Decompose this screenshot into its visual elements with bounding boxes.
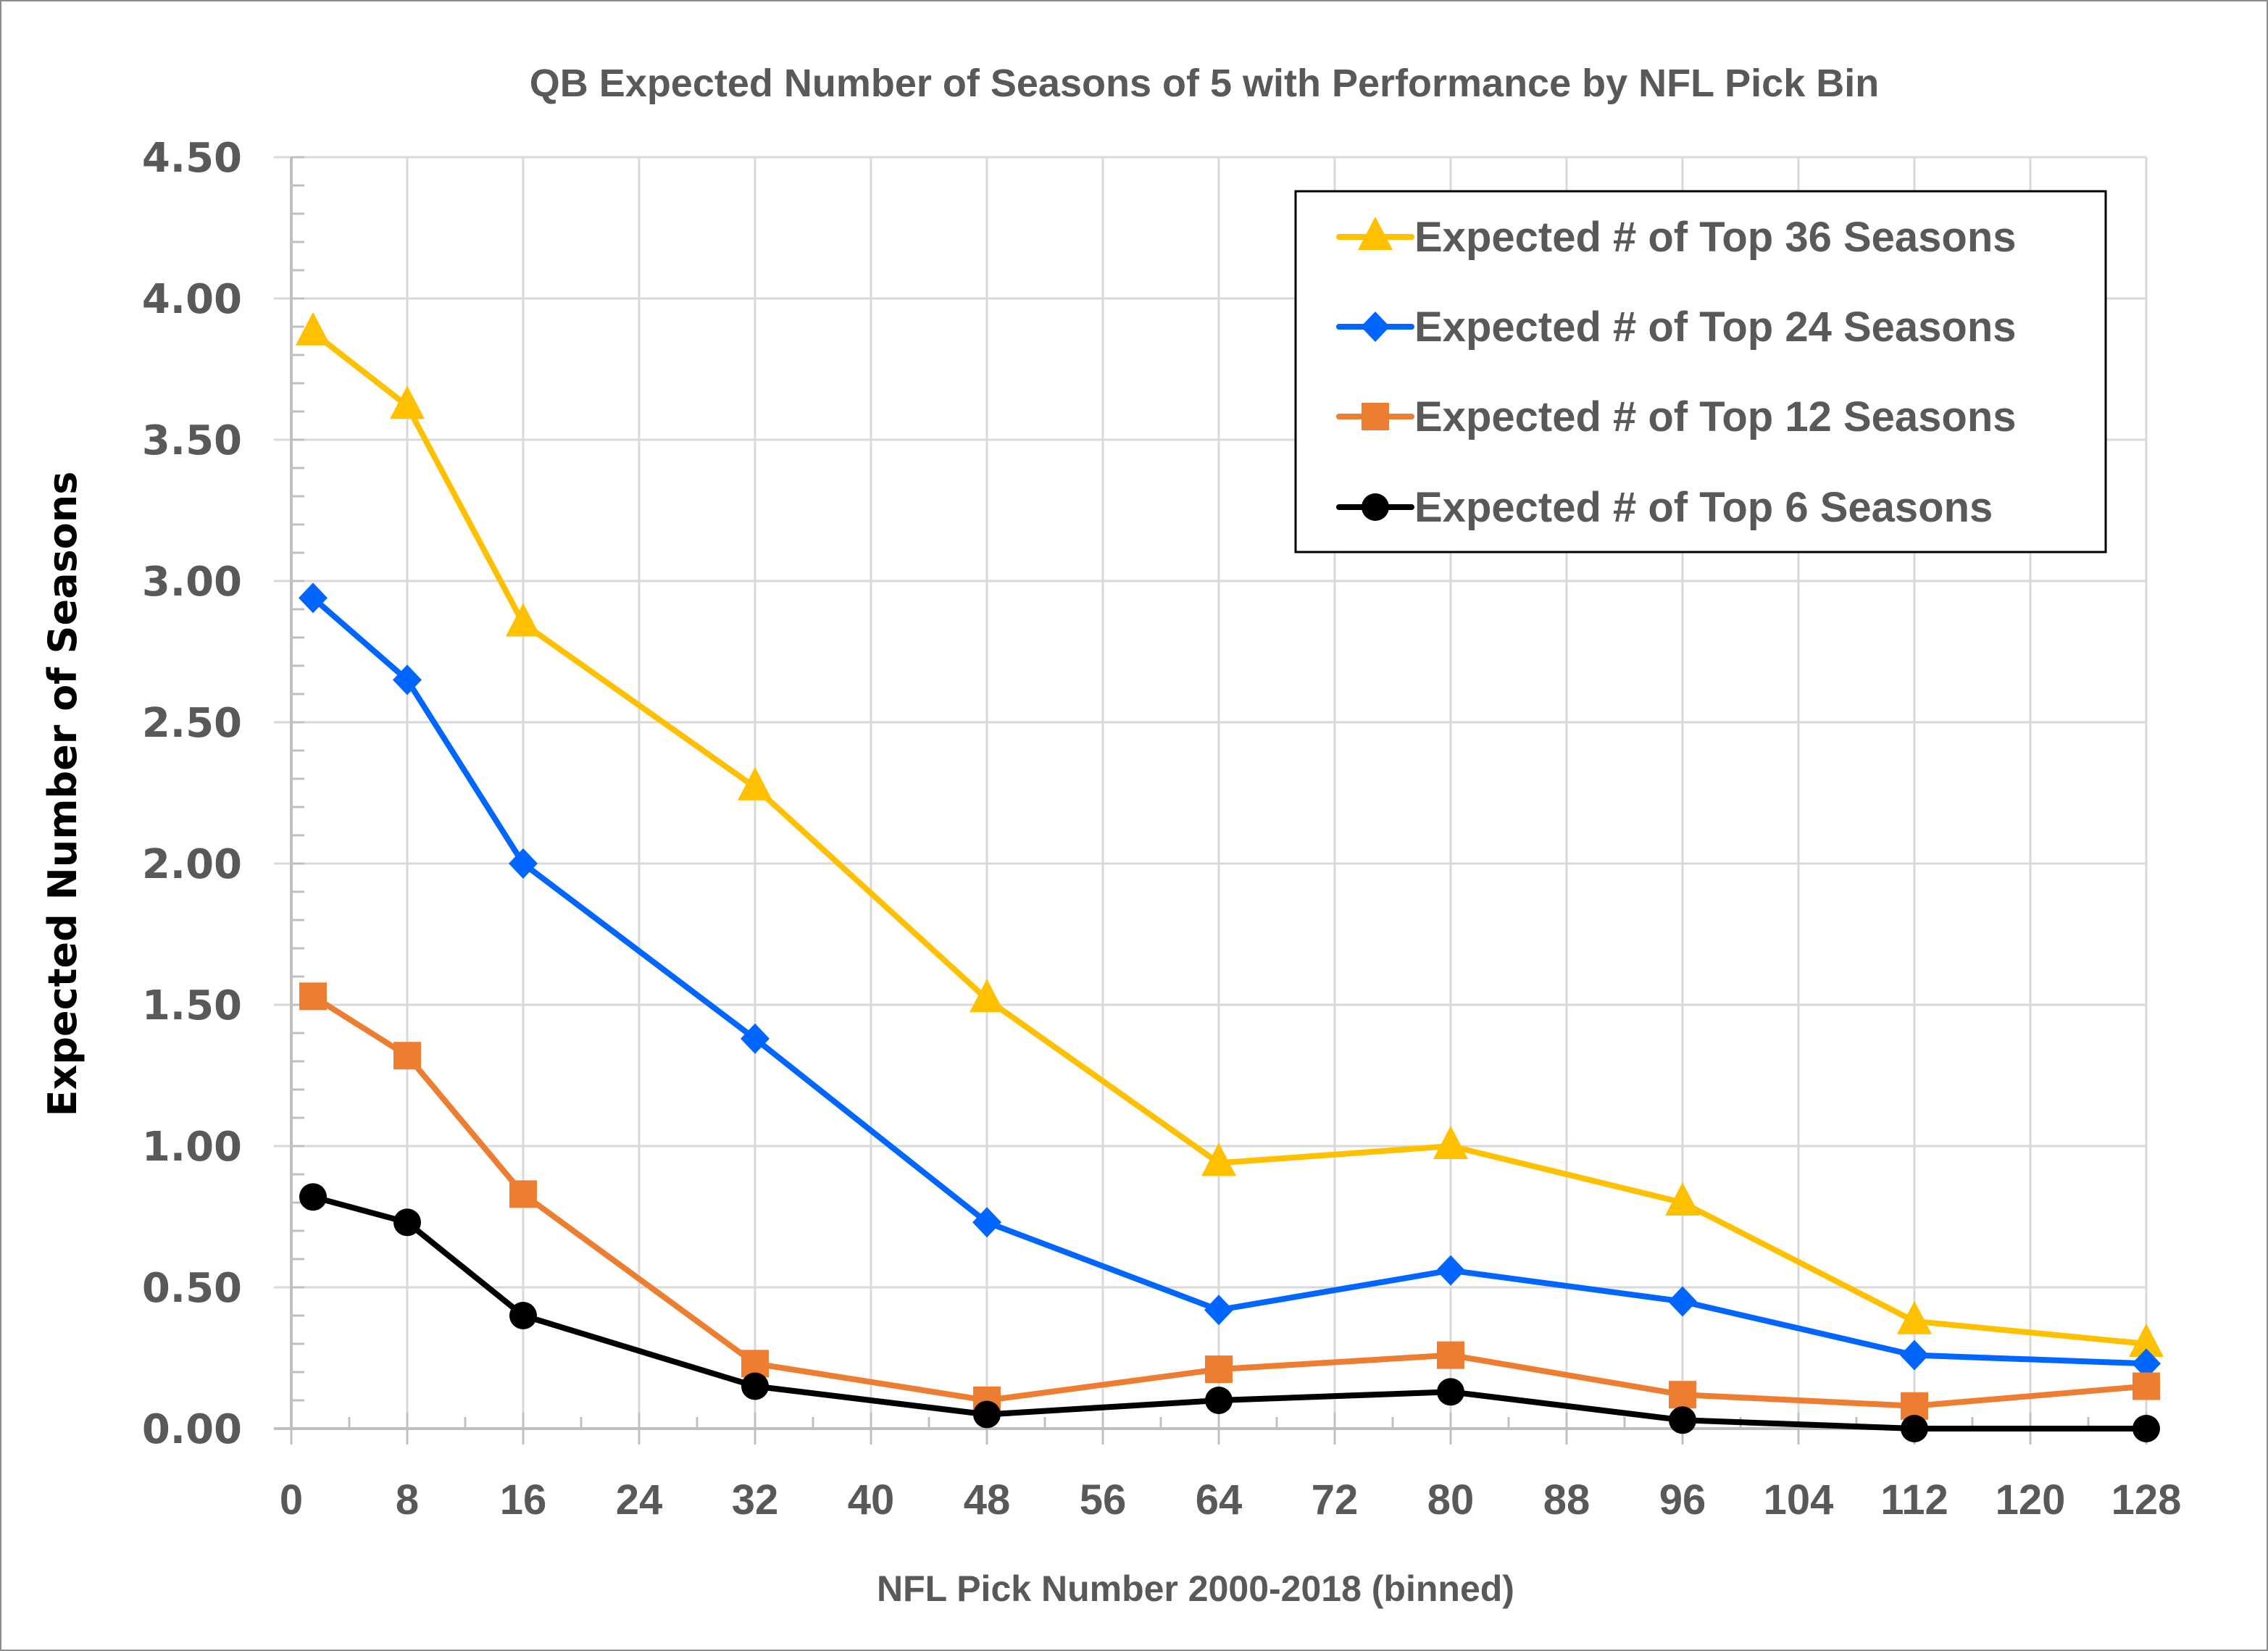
x-tick-label: 72 [1312,1476,1359,1523]
x-tick-label: 0 [280,1476,303,1523]
data-point [299,1183,327,1211]
data-point [1900,1339,1929,1371]
data-point [1205,1387,1233,1414]
x-tick-label: 16 [500,1476,547,1523]
data-point [296,312,330,346]
series-triangle [296,312,2164,1357]
series-diamond [299,582,2161,1379]
y-tick-label: 2.00 [142,841,242,888]
x-tick-label: 88 [1543,1476,1590,1523]
y-tick-label: 3.00 [142,559,242,606]
data-point [393,1042,421,1070]
y-tick-label: 0.50 [142,1265,242,1312]
data-point [1437,1378,1464,1406]
data-point [738,766,772,801]
data-point [393,664,422,695]
legend-item: Expected # of Top 6 Seasons [1336,484,1993,531]
x-tick-label: 96 [1659,1476,1706,1523]
series-line [312,1194,2146,1431]
y-tick-label: 0.00 [142,1406,242,1453]
chart-title: QB Expected Number of Seasons of 5 with … [530,62,1879,105]
data-point [970,979,1004,1013]
data-point [741,1372,769,1400]
axes [274,156,2148,1445]
data-point [2129,1324,2164,1357]
y-tick-labels: 0.00 0.50 1.00 1.50 2.00 2.50 3.00 3.50 4.00 4.50 [142,135,242,1453]
data-point [1669,1381,1696,1409]
x-tick-label: 128 [2111,1476,2182,1523]
x-tick-label: 80 [1427,1476,1475,1523]
data-point [509,1180,537,1208]
data-point [299,582,328,614]
data-point [2132,1415,2160,1442]
legend-label: Expected # of Top 12 Seasons [1414,393,2017,440]
data-point [1669,1406,1696,1434]
legend-item: Expected # of Top 24 Seasons [1336,304,2017,351]
y-tick-label: 1.50 [142,982,242,1029]
data-point [509,848,538,879]
data-point [973,1400,1001,1429]
data-point [1201,1142,1236,1176]
legend-marker-square-icon [1362,403,1389,430]
series-line [311,330,2147,1347]
data-point [506,603,541,637]
data-point [509,1302,537,1329]
data-point [1897,1300,1932,1334]
x-tick-label: 112 [1880,1476,1948,1523]
data-point [1204,1295,1233,1326]
y-tick-label: 1.00 [142,1124,242,1171]
series-group [296,312,2164,1442]
series-square [299,982,2160,1420]
legend-item: Expected # of Top 36 Seasons [1336,214,2017,261]
x-tick-label: 120 [1996,1476,2066,1523]
data-point [390,385,425,419]
y-tick-label: 4.00 [142,276,242,323]
data-point [1433,1126,1468,1159]
data-point [1437,1341,1464,1369]
data-point [2132,1372,2160,1400]
legend-marker-circle-icon [1362,493,1389,521]
y-tick-label: 3.50 [142,417,242,464]
x-tick-label: 104 [1764,1476,1834,1523]
y-axis-label: Expected Number of Seasons [40,472,86,1117]
x-axis-label: NFL Pick Number 2000-2018 (binned) [877,1568,1514,1609]
legend-label: Expected # of Top 24 Seasons [1414,304,2017,351]
data-point [972,1207,1001,1238]
x-tick-labels: 0 8 16 24 32 40 48 56 64 72 80 88 96 104 112 120 128 [280,1476,2182,1523]
x-tick-label: 56 [1080,1476,1127,1523]
series-line [311,993,2147,1409]
x-tick-label: 48 [964,1476,1011,1523]
data-point [1665,1182,1700,1216]
data-point [1436,1255,1465,1286]
series-circle [299,1183,2160,1442]
series-line [311,595,2147,1367]
data-point [741,1023,770,1054]
x-tick-label: 32 [732,1476,779,1523]
y-tick-label: 4.50 [142,135,242,182]
data-point [299,982,327,1011]
legend: Expected # of Top 36 Seasons Expected # o… [1294,190,2107,553]
x-tick-label: 8 [396,1476,419,1523]
legend-label: Expected # of Top 36 Seasons [1414,214,2017,261]
x-tick-label: 40 [848,1476,895,1523]
data-point [1668,1286,1697,1317]
data-point [1901,1415,1928,1442]
data-point [1205,1355,1233,1384]
legend-label: Expected # of Top 6 Seasons [1414,484,1993,531]
legend-item: Expected # of Top 12 Seasons [1336,393,2017,440]
x-tick-label: 64 [1196,1476,1243,1523]
data-point [2132,1348,2161,1379]
legend-marker-triangle-icon [1358,217,1393,250]
data-point [393,1208,421,1237]
x-tick-label: 24 [616,1476,663,1523]
legend-box [1294,190,2107,553]
legend-marker-diamond-icon [1361,312,1390,342]
y-tick-label: 2.50 [142,700,242,747]
